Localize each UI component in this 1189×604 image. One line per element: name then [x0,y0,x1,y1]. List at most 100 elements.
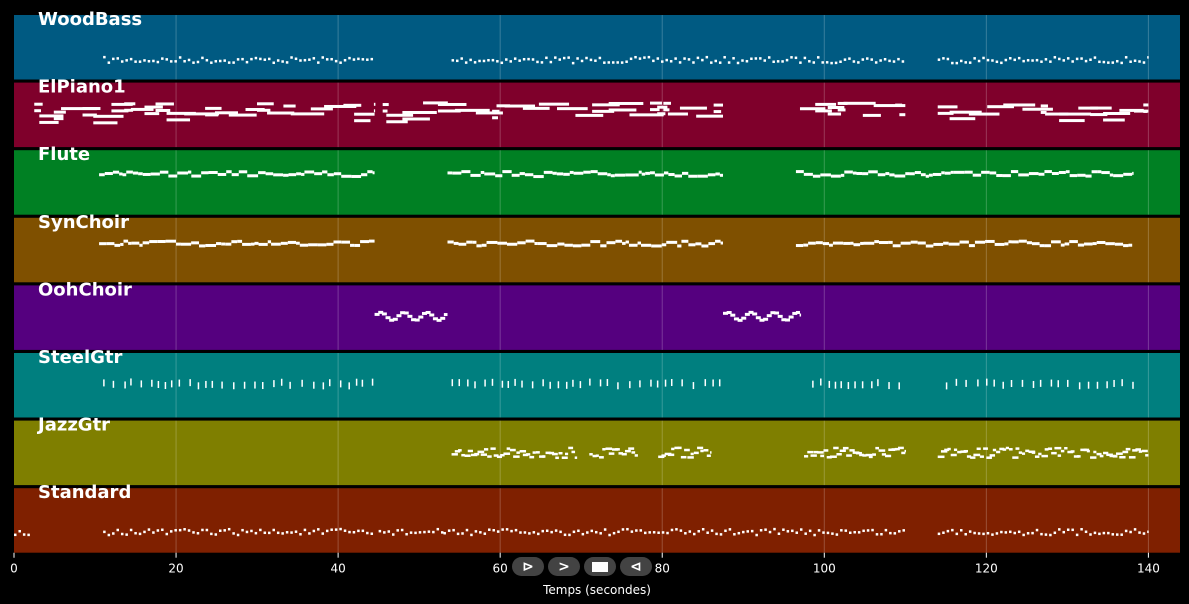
note [631,451,636,454]
note [981,170,990,174]
note [456,59,459,63]
note [945,382,948,390]
note [683,57,686,60]
note [1132,171,1134,175]
note [710,451,712,454]
note [1049,60,1052,63]
note [697,446,704,450]
note [542,455,546,458]
note [1067,450,1074,454]
note [142,172,151,176]
stop-button[interactable] [584,557,616,576]
note [557,107,588,111]
note [594,530,598,534]
note [312,529,316,533]
note [661,60,664,63]
note [1077,455,1081,458]
note [321,56,325,59]
note [205,528,209,532]
note [144,105,163,109]
note [1115,452,1123,455]
note [837,101,848,105]
note [288,173,297,177]
note [360,240,369,244]
note [612,531,616,535]
note [894,174,906,178]
note [680,455,687,459]
note [572,530,576,534]
note [557,242,565,246]
note [555,456,559,460]
note [299,533,302,536]
back-button[interactable]: ⊲ [620,557,652,576]
note [294,57,298,61]
note [1119,455,1126,459]
note [53,117,64,121]
note [586,531,589,534]
note [223,59,226,62]
note [843,101,876,105]
note [995,60,999,64]
note [107,61,111,64]
note [259,528,262,532]
note [1105,242,1115,246]
note [777,532,781,536]
note [124,381,126,389]
forward-button[interactable]: > [548,557,580,576]
note [712,379,714,387]
note [333,240,342,244]
note [892,60,896,63]
note [949,110,982,114]
note [1044,170,1052,174]
note [637,241,642,245]
note [948,242,960,246]
note [257,108,271,112]
note [829,455,837,458]
note [322,382,325,390]
note [112,380,115,388]
note [600,244,607,248]
note [670,528,674,532]
note [329,379,331,387]
note [170,380,173,388]
note [283,173,289,177]
play-button[interactable]: ⊳ [512,557,544,576]
note [859,453,864,457]
note [1060,449,1065,453]
note [151,379,153,387]
note [878,241,889,245]
note [977,532,981,535]
note [1021,452,1026,455]
note [884,528,888,532]
note [237,239,243,243]
play-icon: ⊳ [522,558,534,575]
note [763,317,769,321]
note [1103,451,1109,455]
note [308,243,318,247]
note [134,531,137,535]
note [697,174,708,178]
note [590,170,598,174]
note [1142,61,1146,64]
note [147,60,151,63]
note [500,61,504,65]
note [507,380,510,388]
note [509,60,512,63]
note [317,528,320,531]
note [103,379,105,387]
note [477,450,485,454]
note [872,453,876,456]
note [458,242,467,246]
note [1045,112,1069,116]
note [795,244,804,248]
note [189,379,191,387]
note [1101,171,1110,175]
note [661,243,667,247]
note [241,528,244,532]
note [511,173,520,177]
note [829,243,833,247]
note [835,533,839,536]
note [816,56,820,59]
note [657,112,666,116]
note [1113,379,1115,387]
